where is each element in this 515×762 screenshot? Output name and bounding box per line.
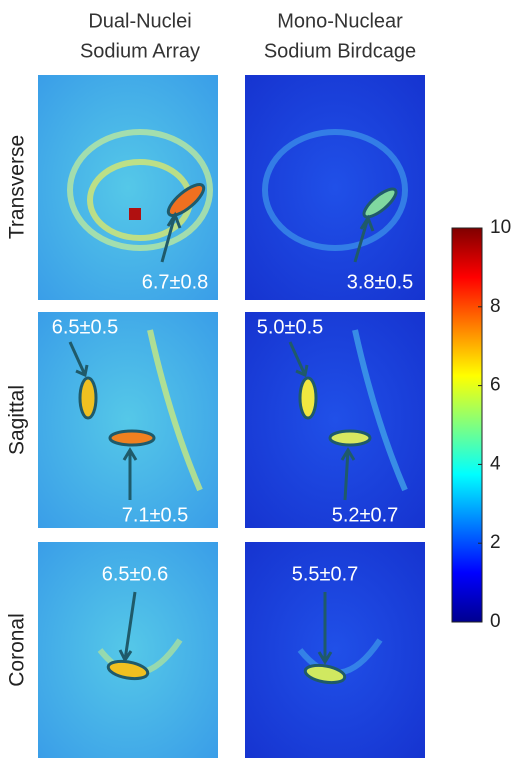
colorbar-tick-label: 0: [490, 611, 501, 632]
annotation: 7.1±0.5: [122, 504, 189, 526]
annotation: 5.2±0.7: [332, 504, 399, 526]
annotation: 3.8±0.5: [347, 271, 414, 293]
annotation: 6.5±0.6: [102, 563, 169, 585]
column-header: Dual-Nuclei: [88, 10, 191, 32]
image-panel: [245, 75, 425, 300]
row-label: Transverse: [6, 135, 29, 239]
image-panel: [245, 312, 425, 528]
image-panel: [38, 542, 218, 758]
annotation: 5.5±0.7: [292, 563, 359, 585]
hotspot: [129, 208, 141, 220]
colorbar-tick-label: 2: [490, 532, 501, 553]
image-panel: [38, 312, 218, 528]
column-header: Sodium Array: [80, 40, 200, 62]
column-header: Mono-Nuclear: [277, 10, 403, 32]
colorbar-tick-label: 8: [490, 296, 501, 317]
row-label: Coronal: [6, 613, 29, 687]
annotation: 6.5±0.5: [52, 316, 119, 338]
markers: [68, 183, 398, 685]
annotation: 5.0±0.5: [257, 316, 324, 338]
image-panel: [245, 542, 425, 758]
colorbar-tick-label: 6: [490, 375, 501, 396]
column-header: Sodium Birdcage: [264, 40, 416, 62]
panels: [38, 75, 425, 758]
colorbar-tick-label: 4: [490, 453, 501, 474]
annotation: 6.7±0.8: [142, 271, 209, 293]
colorbar: [451, 227, 483, 623]
row-label: Sagittal: [6, 385, 29, 455]
colorbar-tick-label: 10: [490, 217, 511, 238]
